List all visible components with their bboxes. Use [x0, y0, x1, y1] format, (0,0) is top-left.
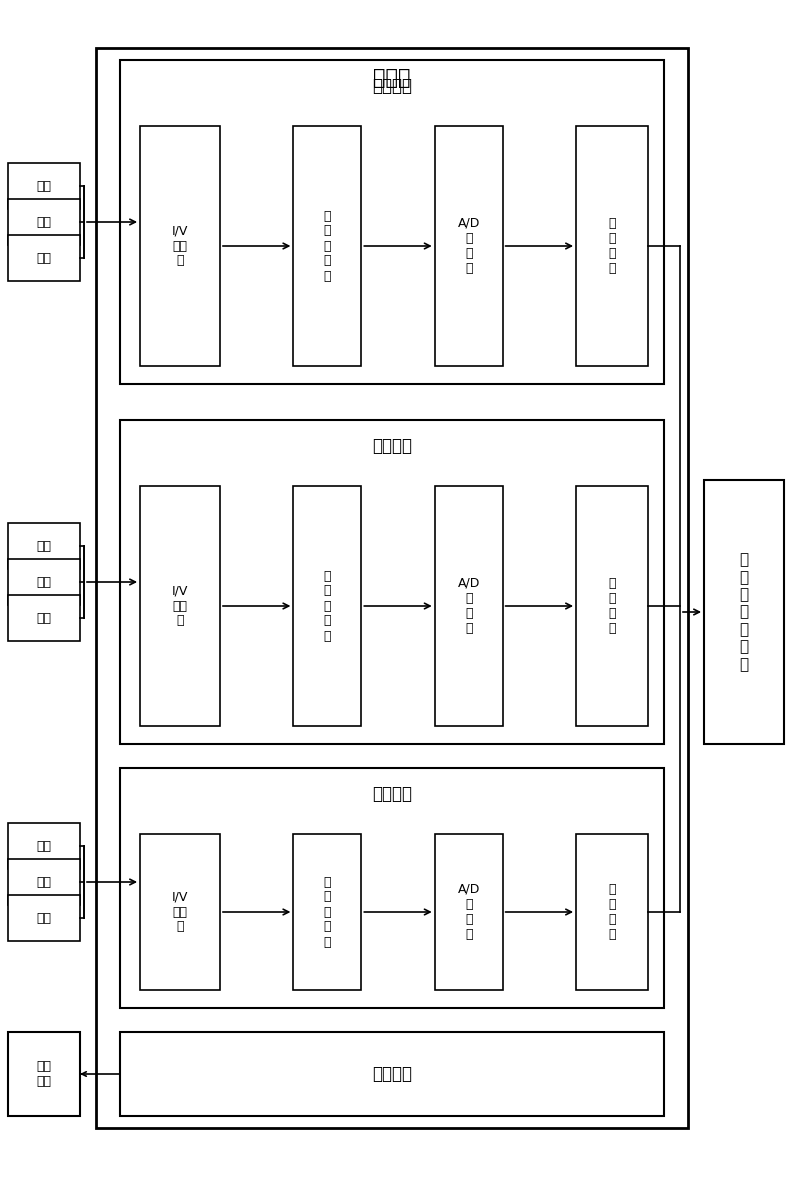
Text: 采集模块: 采集模块 — [372, 77, 412, 95]
Bar — [8, 823, 80, 869]
Text: 采集模块: 采集模块 — [372, 437, 412, 455]
Bar — [8, 895, 80, 941]
Text: 八
选
一
开
关: 八 选 一 开 关 — [323, 570, 331, 642]
Bar — [140, 126, 220, 366]
Text: 八
选
一
开
关: 八 选 一 开 关 — [323, 210, 331, 282]
Bar — [294, 126, 362, 366]
Bar — [120, 60, 664, 384]
Text: 探头: 探头 — [37, 612, 51, 624]
Text: 探头: 探头 — [37, 840, 51, 852]
Bar — [140, 486, 220, 726]
Text: 通
讯
接
口: 通 讯 接 口 — [608, 883, 616, 941]
Bar — [8, 595, 80, 641]
Text: 八
选
一
开
关: 八 选 一 开 关 — [323, 876, 331, 948]
Bar — [120, 768, 664, 1008]
Text: 探头: 探头 — [37, 216, 51, 228]
Bar — [294, 834, 362, 990]
Text: 探头: 探头 — [37, 540, 51, 552]
Bar — [8, 199, 80, 245]
Text: 电源模块: 电源模块 — [372, 1066, 412, 1082]
Bar — [8, 1032, 80, 1116]
Text: A/D
转
换
器: A/D 转 换 器 — [458, 217, 480, 275]
Text: 探头: 探头 — [37, 252, 51, 264]
Bar — [96, 48, 688, 1128]
Text: 探头: 探头 — [37, 876, 51, 888]
Bar — [294, 486, 362, 726]
Bar — [8, 235, 80, 281]
Text: A/D
转
换
器: A/D 转 换 器 — [458, 577, 480, 635]
Bar — [576, 834, 648, 990]
Text: I/V
转换
器: I/V 转换 器 — [172, 890, 188, 934]
Bar — [120, 1032, 664, 1116]
Bar — [140, 834, 220, 990]
Text: 采集模块: 采集模块 — [372, 786, 412, 804]
Text: 探头
供电: 探头 供电 — [37, 1060, 51, 1088]
Text: 探头: 探头 — [37, 180, 51, 192]
Bar — [120, 420, 664, 744]
Text: I/V
转换
器: I/V 转换 器 — [172, 584, 188, 628]
Bar — [434, 486, 502, 726]
Text: 通
讯
接
口: 通 讯 接 口 — [608, 577, 616, 635]
Bar — [576, 126, 648, 366]
Bar — [8, 163, 80, 209]
Bar — [8, 859, 80, 905]
Bar — [576, 486, 648, 726]
Text: 探头: 探头 — [37, 576, 51, 588]
Bar — [704, 480, 784, 744]
Bar — [8, 523, 80, 569]
Text: 采集箱: 采集箱 — [374, 68, 410, 88]
Text: 探头: 探头 — [37, 912, 51, 924]
Text: 通
讯
接
口: 通 讯 接 口 — [608, 217, 616, 275]
Text: I/V
转换
器: I/V 转换 器 — [172, 224, 188, 268]
Text: A/D
转
换
器: A/D 转 换 器 — [458, 883, 480, 941]
Text: 中
央
测
控
计
算
机: 中 央 测 控 计 算 机 — [739, 552, 749, 672]
Bar — [434, 834, 502, 990]
Bar — [434, 126, 502, 366]
Bar — [8, 559, 80, 605]
